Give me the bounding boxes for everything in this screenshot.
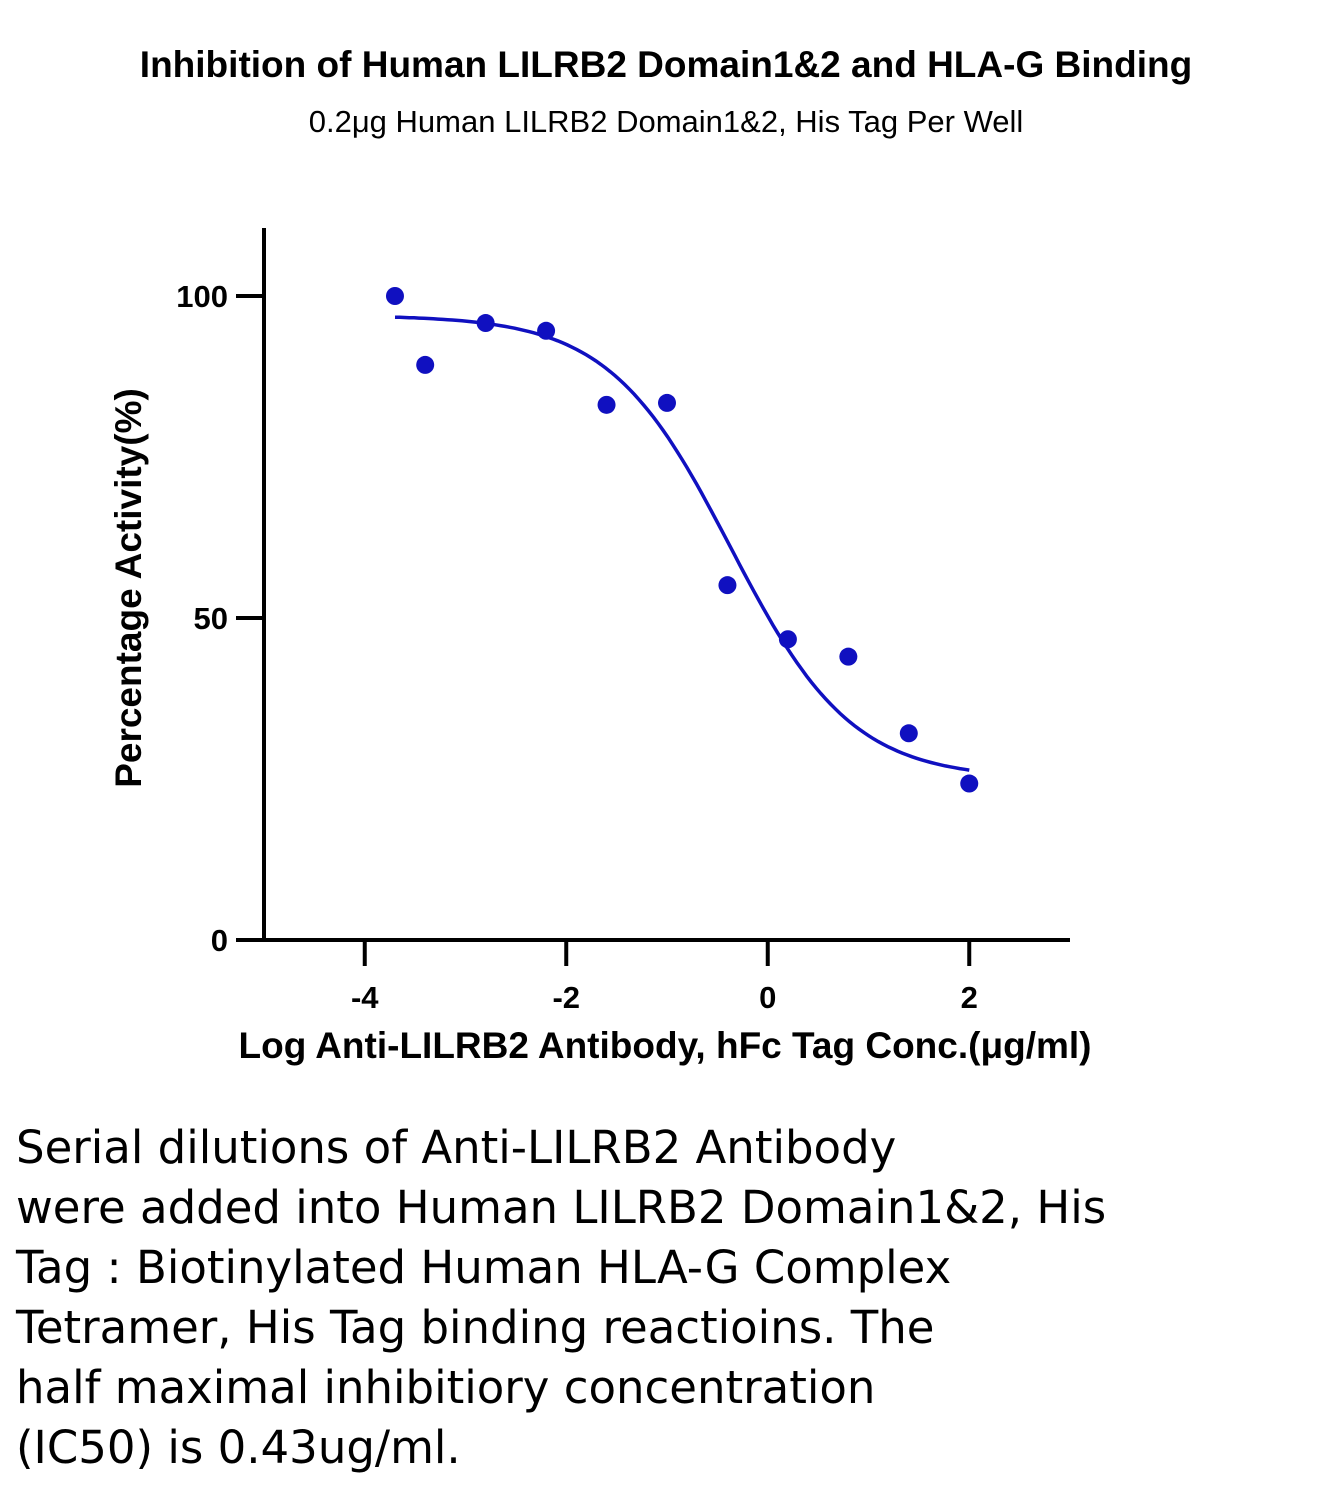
- x-axis-label: Log Anti-LILRB2 Antibody, hFc Tag Conc.(…: [239, 1025, 1092, 1066]
- data-point: [778, 630, 797, 649]
- chart-axes: [262, 228, 1070, 942]
- y-axis-label: Percentage Activity(%): [108, 388, 149, 788]
- x-tick-label: -2: [552, 980, 580, 1015]
- y-tick-label: 50: [194, 601, 228, 636]
- x-tick-label: 2: [961, 980, 978, 1015]
- chart-title: Inhibition of Human LILRB2 Domain1&2 and…: [139, 44, 1193, 85]
- data-points: [385, 287, 979, 793]
- data-point: [658, 393, 676, 412]
- y-tick-label: 0: [211, 923, 228, 958]
- data-point: [385, 287, 404, 305]
- y-axis-ticks: 0 50 100: [176, 279, 264, 958]
- chart-plot: -4 -2 0 2 0 50 100 Log Anti-LILRB2 Antibody, …: [108, 228, 1092, 1066]
- data-point: [718, 576, 737, 595]
- data-point: [899, 724, 918, 743]
- data-point: [839, 647, 858, 666]
- x-tick-label: 0: [759, 980, 776, 1015]
- data-point: [476, 314, 495, 333]
- data-point: [597, 395, 616, 414]
- data-point: [960, 774, 979, 793]
- y-tick-label: 100: [176, 279, 228, 314]
- x-tick-label: -4: [351, 980, 379, 1015]
- x-axis-ticks: -4 -2 0 2: [351, 940, 978, 1015]
- data-point: [537, 321, 556, 340]
- figure-caption: Serial dilutions of Anti-LILRB2 Antibody…: [16, 1121, 1107, 1474]
- fit-curve: [394, 315, 970, 772]
- chart-subtitle: 0.2μg Human LILRB2 Domain1&2, His Tag Pe…: [308, 104, 1024, 139]
- data-point: [416, 355, 435, 374]
